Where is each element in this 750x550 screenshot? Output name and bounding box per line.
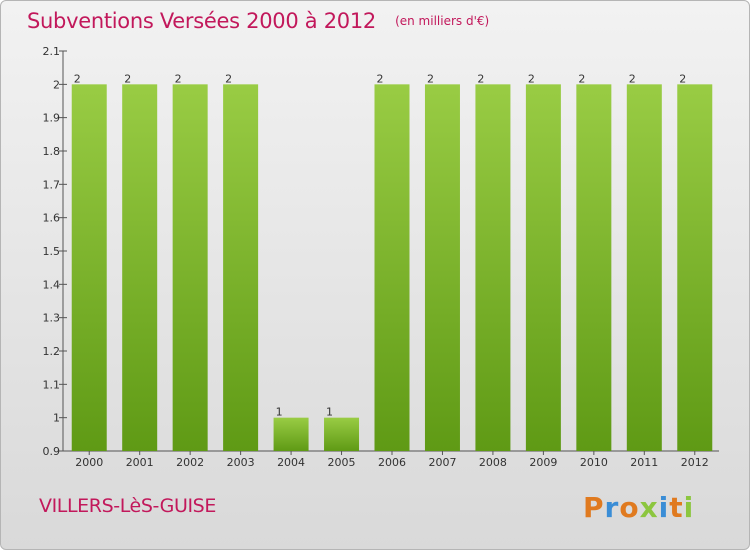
commune-name: VILLERS-LèS-GUISE (39, 495, 216, 517)
logo-letter: i (658, 491, 670, 524)
data-label: 2 (225, 72, 232, 85)
y-tick-label: 2.1 (43, 45, 61, 58)
y-tick-label: 1.2 (43, 345, 61, 358)
x-tick-label: 2005 (328, 456, 356, 469)
x-tick-label: 2004 (277, 456, 305, 469)
x-tick-label: 2001 (126, 456, 154, 469)
y-tick-label: 1.4 (43, 278, 61, 291)
x-tick-label: 2010 (580, 456, 608, 469)
bar-2002[interactable] (172, 84, 208, 451)
bar-2001[interactable] (122, 84, 158, 451)
data-label: 1 (326, 406, 333, 419)
y-tick-label: 1.1 (43, 378, 61, 391)
data-labels: 2 2 2 2 1 1 2 2 2 2 2 2 2 (74, 72, 687, 418)
y-tick-label: 2 (53, 78, 60, 91)
x-tick-label: 2012 (681, 456, 709, 469)
bar-2004[interactable] (273, 417, 309, 451)
data-label: 2 (427, 72, 434, 85)
y-tick-label: 1.3 (43, 312, 61, 325)
y-tick-label: 1.5 (43, 245, 61, 258)
logo-letter: x (639, 491, 659, 524)
x-tick-label: 2000 (75, 456, 103, 469)
title-row: Subventions Versées 2000 à 2012 (en mill… (27, 9, 489, 33)
logo-letter: P (583, 491, 605, 524)
data-label: 2 (578, 72, 585, 85)
x-tick-label: 2008 (479, 456, 507, 469)
bar-2006[interactable] (374, 84, 410, 451)
x-tick-label: 2002 (176, 456, 204, 469)
y-axis: 0.9 1 1.1 1.2 1.3 1.4 1.5 1.6 1.7 1.8 1.9 2 2.1 (43, 45, 67, 458)
logo-letter: r (604, 491, 620, 524)
y-tick-label: 1.6 (43, 212, 61, 225)
data-label: 2 (124, 72, 131, 85)
logo-letter: t (669, 491, 684, 524)
bars (71, 84, 713, 451)
x-axis: 2000 2001 2002 2003 2004 2005 2006 2007 2008 2009… (63, 450, 719, 469)
data-label: 2 (528, 72, 535, 85)
y-tick-label: 1.8 (43, 145, 61, 158)
bar-2008[interactable] (475, 84, 511, 451)
bar-2010[interactable] (576, 84, 612, 451)
proxiti-logo[interactable]: Proxiti (583, 491, 694, 524)
x-tick-label: 2009 (529, 456, 557, 469)
y-tick-label: 1.9 (43, 112, 61, 125)
bar-2000[interactable] (71, 84, 107, 451)
x-tick-label: 2006 (378, 456, 406, 469)
bar-2011[interactable] (626, 84, 662, 451)
bar-2009[interactable] (525, 84, 561, 451)
data-label: 2 (629, 72, 636, 85)
data-label: 1 (276, 406, 283, 419)
data-label: 2 (477, 72, 484, 85)
bar-2003[interactable] (223, 84, 259, 451)
bar-2005[interactable] (324, 417, 360, 451)
bar-2007[interactable] (424, 84, 460, 451)
data-label: 2 (679, 72, 686, 85)
x-tick-label: 2007 (428, 456, 456, 469)
data-label: 2 (74, 72, 81, 85)
bar-2012[interactable] (677, 84, 713, 451)
y-tick-label: 0.9 (43, 445, 61, 458)
data-label: 2 (175, 72, 182, 85)
y-tick-label: 1 (53, 412, 60, 425)
x-tick-label: 2003 (227, 456, 255, 469)
chart-title: Subventions Versées 2000 à 2012 (27, 9, 376, 33)
chart-unit: (en milliers d'€) (395, 14, 490, 28)
x-tick-label: 2011 (630, 456, 658, 469)
y-tick-label: 1.7 (43, 178, 61, 191)
data-label: 2 (377, 72, 384, 85)
logo-letter: o (619, 491, 640, 524)
logo-letter: i (683, 491, 695, 524)
